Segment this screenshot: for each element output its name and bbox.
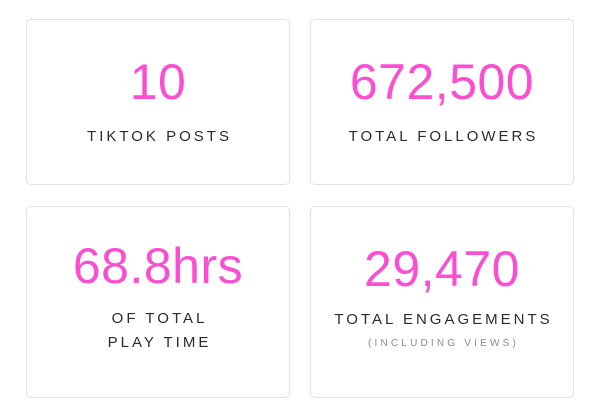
stat-label: TOTAL ENGAGEMENTS — [334, 310, 553, 328]
stat-value: 68.8hrs — [72, 238, 244, 294]
stat-card-tiktok-posts: 10 TIKTOK POSTS — [26, 19, 290, 185]
stat-value: 10 — [129, 54, 187, 110]
stat-card-total-followers: 672,500 TOTAL FOLLOWERS — [310, 19, 574, 185]
stat-card-total-engagements: 29,470 TOTAL ENGAGEMENTS (INCLUDING VIEW… — [310, 206, 574, 398]
stat-label: TOTAL FOLLOWERS — [348, 128, 539, 145]
stat-label: TIKTOK POSTS — [87, 128, 232, 145]
stat-value: 29,470 — [364, 240, 520, 297]
stat-label-line-1: OF TOTAL — [111, 310, 208, 327]
stat-label-line-2: PLAY TIME — [107, 334, 212, 351]
stat-card-play-time: 68.8hrs OF TOTAL PLAY TIME — [26, 206, 290, 398]
stat-sublabel: (INCLUDING VIEWS) — [367, 337, 520, 349]
stat-value: 672,500 — [349, 54, 535, 110]
